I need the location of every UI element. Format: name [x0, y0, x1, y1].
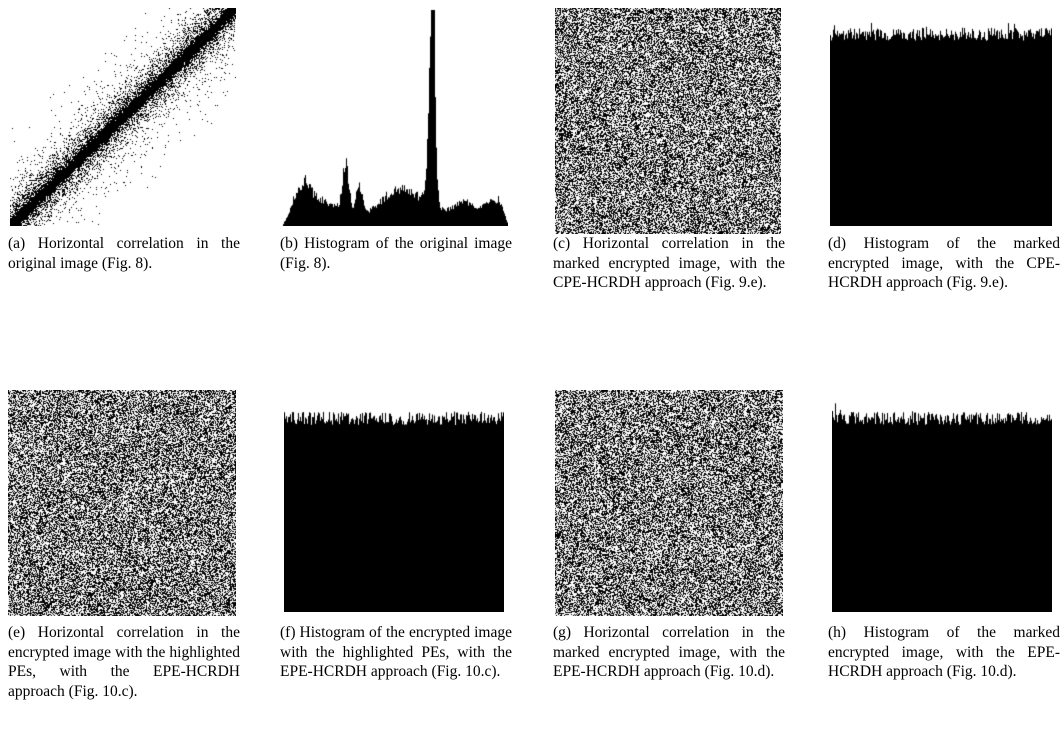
- caption-e: (e) Horizontal correlation in the encryp…: [8, 624, 240, 700]
- caption-h: (h) Histogram of the marked encrypted im…: [828, 624, 1060, 680]
- correlation-plot-original: [10, 8, 236, 226]
- panel-d: [830, 8, 1060, 226]
- panel-h: [832, 392, 1060, 612]
- correlation-plot-epe-marked: [555, 390, 783, 616]
- histogram-cpe-marked: [830, 8, 1052, 226]
- histogram-original: [282, 8, 508, 226]
- caption-f: (f) Histogram of the encrypted image wit…: [280, 624, 512, 680]
- panel-c: [555, 8, 787, 234]
- panel-g: [555, 390, 787, 616]
- histogram-epe-marked: [832, 392, 1052, 612]
- panel-a: [10, 8, 242, 226]
- panel-f: [284, 392, 516, 612]
- caption-c: (c) Horizontal correlation in the marked…: [553, 235, 785, 291]
- correlation-plot-cpe-marked: [555, 8, 781, 234]
- histogram-epe-highlighted: [284, 392, 504, 612]
- caption-g: (g) Horizontal correlation in the marked…: [553, 624, 785, 680]
- correlation-plot-epe-highlighted: [8, 390, 236, 616]
- panel-b: [282, 8, 514, 226]
- caption-b: (b) Histogram of the original image (Fig…: [280, 235, 512, 272]
- caption-d: (d) Histogram of the marked encrypted im…: [828, 235, 1060, 291]
- panel-e: [8, 390, 240, 616]
- caption-a: (a) Horizontal correlation in the origin…: [8, 235, 240, 272]
